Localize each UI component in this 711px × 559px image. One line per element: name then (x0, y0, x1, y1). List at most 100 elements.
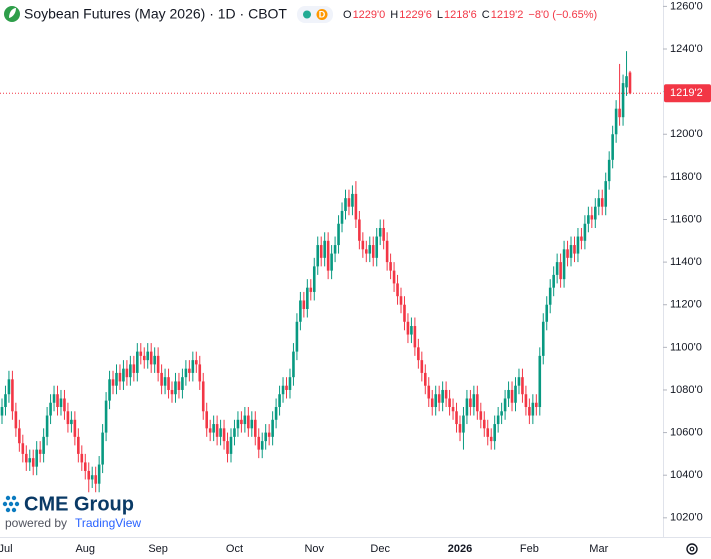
candle-body (548, 287, 552, 305)
candle-body (545, 304, 549, 322)
ohlc-label: C (482, 9, 490, 21)
cme-logo-icon (2, 495, 20, 513)
powered-by: powered by (5, 516, 67, 530)
candle-body (351, 193, 354, 207)
candle-body (427, 385, 431, 399)
y-tick-label: 1140'0 (670, 256, 702, 268)
candle-body (340, 210, 344, 224)
candle-body (14, 411, 18, 429)
candle-body (569, 245, 573, 258)
candle-body (83, 462, 87, 471)
ohlc-label: L (437, 9, 443, 21)
candle-body (552, 274, 555, 288)
candle-body (167, 377, 170, 390)
candle-body (413, 326, 417, 348)
candle-body (59, 398, 63, 408)
candle-body (528, 407, 531, 416)
candle-body (253, 419, 257, 437)
candle-body (482, 419, 486, 429)
candle-body (312, 266, 316, 292)
candle-body (392, 270, 396, 284)
y-tick-label: 1100'0 (670, 341, 702, 353)
candle-body (181, 377, 184, 390)
candle-body (132, 364, 136, 373)
candle-body (319, 245, 323, 258)
candles (0, 51, 632, 493)
candle-body (101, 432, 104, 465)
candle-body (368, 245, 372, 254)
candle-body (465, 398, 469, 416)
candle-body (479, 411, 483, 420)
candle-body (184, 368, 188, 378)
candle-body (24, 453, 28, 463)
y-tick-label: 1260'0 (670, 0, 703, 12)
candle-body (115, 372, 118, 386)
candle-body (191, 360, 195, 373)
candle-body (42, 436, 45, 454)
candle-body (562, 249, 566, 280)
candle-body (264, 432, 267, 442)
x-tick-label: Aug (75, 543, 95, 555)
candle-body (299, 300, 302, 322)
candle-body (576, 236, 580, 254)
symbol-logo (4, 6, 20, 22)
candle-body (146, 351, 150, 361)
candle-body (489, 436, 493, 442)
badge-dot (303, 10, 311, 19)
candle-body (170, 389, 174, 395)
candle-body (125, 368, 129, 378)
candle-body (385, 240, 389, 263)
candle-body (389, 262, 392, 271)
candle-body (4, 394, 7, 408)
candle-body (399, 296, 403, 305)
candle-body (163, 377, 167, 386)
candle-body (462, 415, 465, 433)
candle-body (330, 253, 333, 271)
ohlc-value: 1229'6 (399, 9, 432, 21)
candle-body (573, 245, 576, 254)
candle-body (469, 398, 472, 408)
y-tick-label: 1240'0 (670, 43, 703, 55)
candle-body (472, 394, 476, 408)
candle-body (347, 198, 351, 207)
chart-title: Soybean Futures (May 2026) · 1D · CBOT (24, 6, 287, 22)
candle-body (87, 470, 91, 480)
candle-body (358, 219, 361, 241)
candle-body (337, 223, 340, 246)
candle-body (28, 458, 32, 463)
candle-body (628, 72, 632, 94)
candle-body (430, 398, 434, 408)
candle-body (188, 368, 191, 373)
ohlc-value: 1218'6 (444, 9, 477, 21)
candle-body (208, 428, 212, 433)
candle-body (507, 389, 510, 399)
settings-icon[interactable] (686, 543, 698, 555)
candle-body (486, 428, 490, 437)
brand-logo: CME Group (24, 493, 134, 515)
candle-body (417, 347, 420, 361)
candle-body (587, 215, 590, 224)
candle-body (378, 228, 382, 237)
candle-body (243, 415, 247, 425)
badge (297, 6, 333, 23)
candle-body (323, 240, 326, 258)
candle-body (229, 436, 233, 454)
candle-body (240, 419, 243, 425)
candle-body (136, 351, 139, 373)
candle-body (226, 441, 229, 454)
candle-body (177, 381, 181, 390)
candle-body (441, 389, 444, 403)
candle-body (63, 398, 66, 412)
x-tick-label: Jul (0, 543, 13, 555)
candle-body (344, 198, 347, 211)
candle-body (437, 394, 441, 403)
candle-body (559, 262, 562, 280)
candle-body (49, 402, 52, 416)
candle-body (375, 236, 379, 258)
candle-body (111, 379, 115, 386)
candle-body (354, 193, 358, 220)
candle-body (11, 379, 14, 412)
candle-body (618, 108, 621, 118)
candle-body (500, 411, 503, 416)
